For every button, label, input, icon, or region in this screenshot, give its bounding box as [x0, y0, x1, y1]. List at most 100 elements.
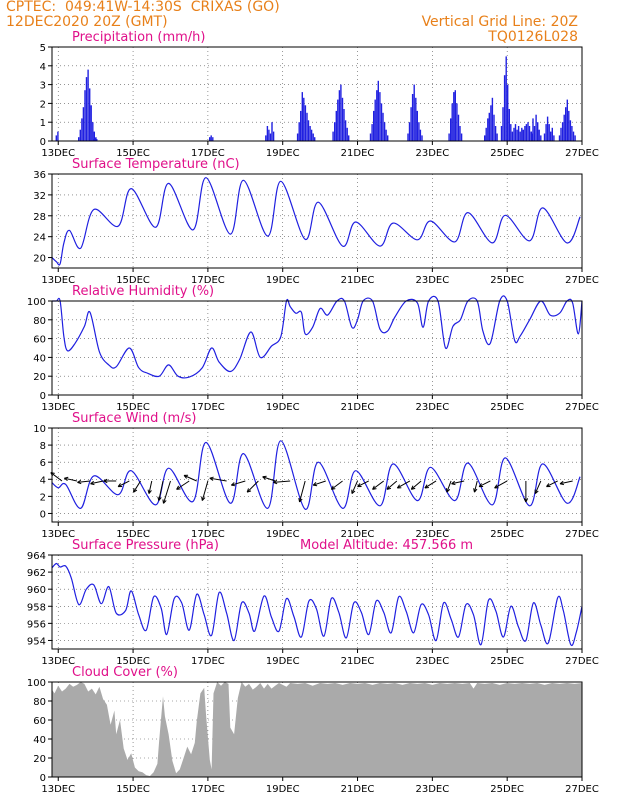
x-tick-label: 19DEC [266, 656, 300, 667]
precip-bar [525, 124, 528, 141]
precip-bar [421, 135, 423, 141]
precip-bar [85, 77, 88, 141]
precip-bar [514, 124, 517, 141]
y-tick-label: 0 [40, 509, 46, 520]
precip-bar [343, 109, 345, 141]
wind-arrow [446, 480, 452, 493]
wind-arrow [183, 474, 197, 482]
precip-bar [490, 105, 492, 141]
panel-frame [51, 427, 583, 523]
wind-arrow [90, 480, 104, 485]
precip-bar [90, 105, 92, 141]
wind-arrow [246, 480, 259, 493]
cloud-cover-title: Cloud Cover (%) [72, 665, 178, 680]
wind-arrow [117, 480, 130, 488]
wind-arrow [494, 480, 508, 489]
precip-bar [410, 107, 412, 141]
wind-arrowhead [103, 478, 108, 484]
precip-bar [418, 122, 420, 141]
x-tick-label: 23DEC [415, 402, 449, 413]
x-tick-label: 15DEC [116, 656, 150, 667]
y-tick-label: 20 [33, 372, 46, 383]
precip-bar [371, 124, 373, 141]
precip-bar [563, 114, 565, 141]
wind-arrow [473, 480, 478, 493]
precip-bar [81, 118, 83, 141]
wind-arrowhead [396, 484, 402, 489]
wind-arrowhead [176, 485, 181, 490]
precip-bar [527, 122, 529, 141]
wind-arrowhead [534, 489, 539, 494]
precip-bar [500, 126, 503, 141]
precip-bar [496, 133, 498, 141]
panel-5: 0 20 40 60 80 100 13DEC 15DEC 17DEC 19DEC 21DEC 23D… [27, 678, 599, 795]
wind-arrow [64, 477, 78, 482]
wind-arrowhead [494, 484, 499, 489]
precip-bar [571, 126, 573, 141]
precip-bar [451, 103, 453, 141]
x-tick-label: 25DEC [490, 402, 524, 413]
y-tick-label: 28 [33, 212, 46, 223]
wind-arrow [299, 480, 306, 503]
panel-frame [51, 554, 583, 650]
precip-bar [300, 110, 302, 141]
precip-bar [510, 124, 512, 141]
precip-bar [387, 135, 389, 141]
wind-arrow [478, 480, 491, 488]
precip-bar [312, 133, 314, 141]
precip-bar [494, 126, 497, 141]
precip-bar [310, 129, 313, 141]
precip-bar [314, 137, 316, 141]
precip-bar [485, 127, 487, 141]
precip-bar [508, 109, 510, 141]
wind-arrowhead [246, 488, 252, 493]
x-tick-label: 21DEC [341, 402, 375, 413]
precip-bar [340, 84, 342, 141]
y-tick-label: 32 [33, 191, 46, 202]
wind-arrowhead [147, 489, 152, 494]
y-tick-label: 24 [33, 233, 46, 244]
y-tick-label: 10 [33, 424, 46, 435]
precip-bar [57, 131, 59, 141]
series-line-1 [51, 177, 581, 266]
x-tick-label: 25DEC [490, 784, 524, 795]
x-tick-label: 25DEC [490, 275, 524, 286]
wind-arrow [176, 480, 190, 490]
y-tick-label: 20 [33, 254, 46, 265]
wind-arrowhead [262, 475, 267, 480]
wind-arrow [559, 480, 573, 485]
precip-bar [574, 135, 576, 141]
wind-arrow [50, 472, 63, 482]
precip-bar [268, 129, 270, 141]
precip-bar [344, 120, 347, 141]
x-tick-label: 23DEC [415, 656, 449, 667]
x-tick-label: 27DEC [565, 275, 599, 286]
y-tick-label: 100 [27, 678, 46, 689]
wind-arrowhead [451, 480, 456, 486]
pressure-title: Surface Pressure (hPa) [72, 538, 219, 553]
precip-bar [269, 133, 272, 141]
precip-bar [415, 97, 417, 141]
wind-arrowhead [77, 479, 82, 485]
precip-bar [503, 75, 506, 141]
wind-arrow [372, 480, 385, 490]
precip-bar [560, 127, 562, 141]
x-tick-label: 17DEC [191, 656, 225, 667]
precip-bar [519, 131, 521, 141]
precip-bar [212, 137, 214, 141]
precip-bar [528, 126, 531, 141]
x-tick-label: 27DEC [565, 529, 599, 540]
x-tick-label: 21DEC [341, 529, 375, 540]
precip-bar [553, 135, 555, 141]
station-title: CPTEC: 049:41W-14:30S CRIXAS (GO) [6, 0, 280, 15]
wind-arrowhead [351, 489, 356, 494]
precip-bar [537, 122, 539, 141]
precip-bar [334, 122, 336, 141]
wind-arrowhead [559, 480, 565, 486]
precip-bar [517, 126, 520, 141]
wind-arrowhead [117, 483, 123, 488]
panel-4: 954 956 958 960 962 964 13DEC 15DEC 17DEC 19DEC 21… [27, 551, 599, 667]
wind-arrow [77, 480, 91, 483]
wind-arrow [424, 480, 437, 489]
